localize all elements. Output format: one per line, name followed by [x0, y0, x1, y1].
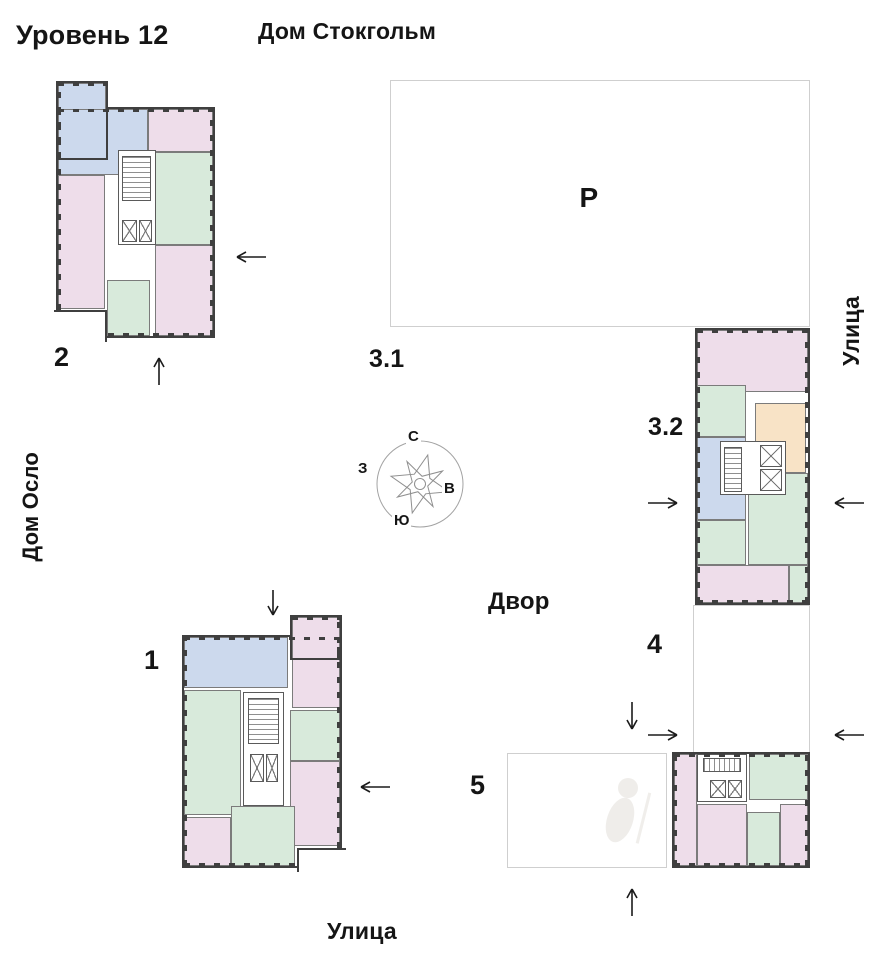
- arrow-left-icon: [236, 251, 266, 263]
- apartment-zone: [697, 804, 747, 866]
- apartment-zone: [290, 710, 340, 761]
- facade-window-ticks: [58, 83, 61, 158]
- arrow-up-icon: [153, 357, 165, 385]
- building-3-1-label: 3.1: [369, 345, 405, 373]
- street-right-label: Улица: [838, 296, 864, 366]
- apartment-zone: [155, 245, 213, 336]
- arrow-left-icon: [834, 729, 864, 741]
- street-bottom-label: Улица: [327, 918, 397, 944]
- apartment-zone: [749, 754, 808, 800]
- building-2-label: 2: [54, 342, 70, 372]
- compass-south-label: Ю: [392, 512, 412, 529]
- building-notch: [54, 310, 107, 342]
- building-5-label: 5: [470, 770, 486, 800]
- elevator: [728, 780, 742, 798]
- apartment-zone: [697, 385, 746, 437]
- elevator: [122, 220, 137, 242]
- facade-window-ticks: [292, 617, 340, 620]
- elevator: [760, 445, 782, 467]
- arrow-right-icon: [648, 729, 678, 741]
- elevator: [250, 754, 264, 782]
- apartment-zone: [184, 817, 231, 866]
- house-oslo-label: Дом Осло: [18, 452, 43, 562]
- stairs: [122, 156, 151, 201]
- apartment-zone: [184, 690, 241, 815]
- compass-north-label: С: [406, 428, 421, 445]
- apartment-zone: [674, 754, 697, 866]
- arrow-right-icon: [648, 497, 678, 509]
- apartment-zone: [231, 806, 295, 866]
- apartment-zone: [697, 520, 746, 565]
- apartment-zone: [697, 330, 808, 392]
- building-4-label: 4: [647, 629, 663, 659]
- plot-4[interactable]: [693, 605, 810, 753]
- plot-5[interactable]: [507, 753, 667, 868]
- apartment-zone: [290, 761, 340, 846]
- plot-3-1-parking[interactable]: Р: [390, 80, 810, 327]
- building-1-label: 1: [144, 645, 160, 675]
- elevator: [760, 469, 782, 491]
- parking-label: Р: [579, 181, 599, 213]
- apartment-zone: [155, 152, 213, 245]
- apartment-zone: [107, 280, 150, 336]
- arrow-down-icon: [626, 702, 638, 730]
- elevator: [266, 754, 278, 782]
- building-3-2-label: 3.2: [648, 413, 684, 441]
- facade-window-ticks: [337, 617, 340, 658]
- stairs: [248, 698, 279, 744]
- apartment-zone: [58, 175, 105, 309]
- facade-window-ticks: [58, 83, 106, 86]
- apartment-zone: [780, 804, 808, 866]
- building-wing-outline: [56, 81, 108, 160]
- apartment-zone: [292, 617, 340, 708]
- house-stockholm-label: Дом Стокгольм: [258, 18, 437, 44]
- arrow-down-icon: [267, 590, 279, 616]
- apartment-zone: [148, 109, 213, 152]
- stairs: [724, 447, 742, 492]
- arrow-left-icon: [360, 781, 390, 793]
- level-title: Уровень 12: [16, 20, 169, 50]
- apartment-zone: [747, 812, 780, 866]
- compass-west-label: З: [356, 460, 370, 477]
- apartment-zone: [789, 565, 808, 603]
- arrow-left-icon: [834, 497, 864, 509]
- elevator: [139, 220, 152, 242]
- building-notch: [297, 848, 346, 872]
- watermark-figure-icon: [605, 778, 652, 844]
- arrow-up-icon: [626, 888, 638, 916]
- stairs: [703, 758, 741, 772]
- elevator: [710, 780, 726, 798]
- apartment-zone: [697, 565, 789, 603]
- building-wing-outline: [290, 615, 342, 660]
- compass-east-label: В: [442, 480, 457, 497]
- apartment-zone: [184, 637, 288, 688]
- courtyard-label: Двор: [488, 588, 550, 615]
